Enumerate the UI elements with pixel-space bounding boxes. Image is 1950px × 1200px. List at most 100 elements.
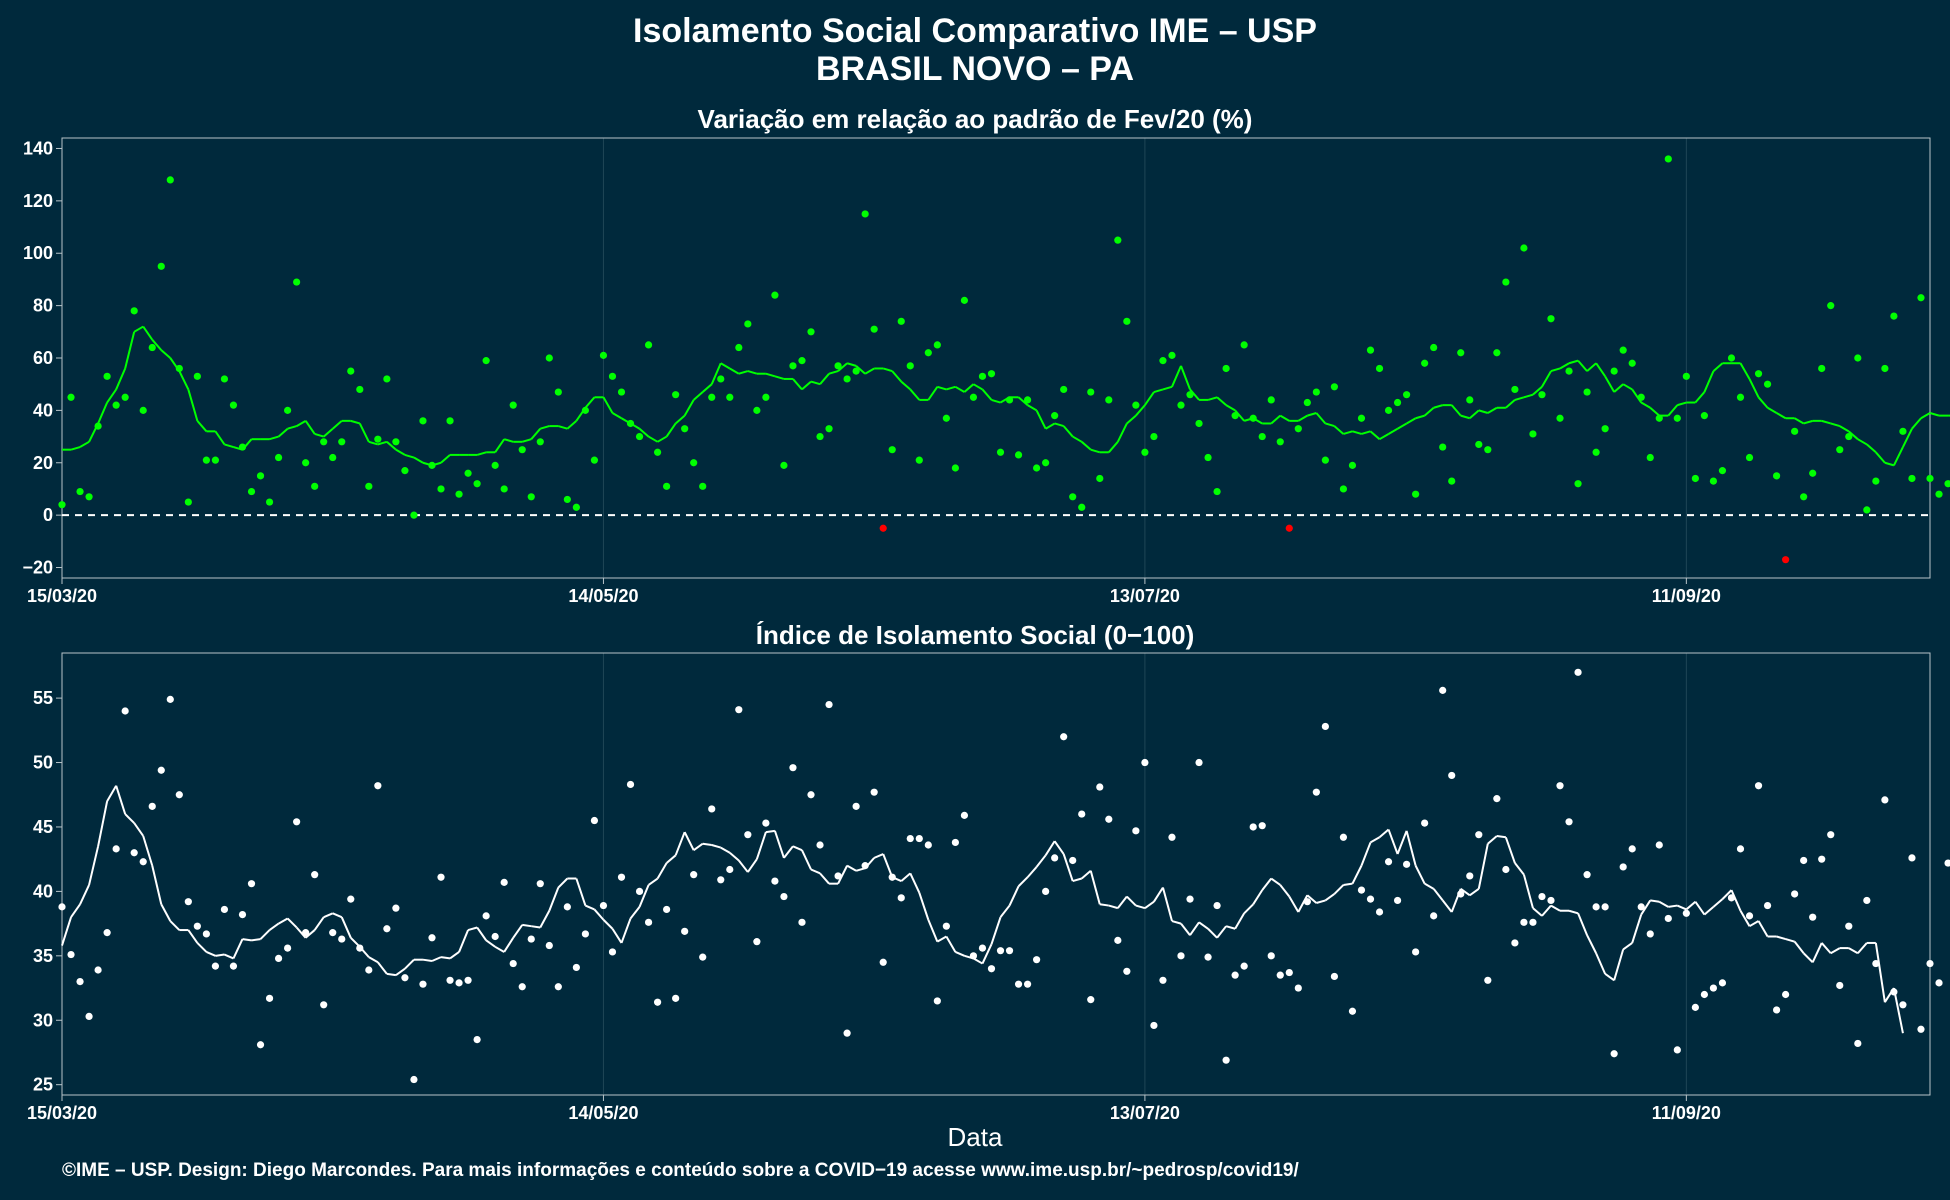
moving-average-segment xyxy=(1153,388,1164,394)
moving-average-segment xyxy=(530,428,542,440)
data-point xyxy=(1204,953,1212,961)
moving-average-segment xyxy=(1405,830,1417,866)
data-point xyxy=(1745,912,1754,920)
moving-average-segment xyxy=(1180,365,1191,390)
data-point xyxy=(329,929,337,937)
data-point xyxy=(1619,346,1627,354)
moving-average-segment xyxy=(187,929,199,944)
data-point xyxy=(1809,469,1817,477)
data-point xyxy=(1042,459,1050,467)
moving-average-segment xyxy=(828,370,839,375)
data-point xyxy=(1393,896,1402,905)
data-point xyxy=(933,997,941,1005)
moving-average-segment xyxy=(990,916,1002,945)
moving-average-segment xyxy=(295,926,307,939)
moving-average-segment xyxy=(1649,407,1660,417)
data-point xyxy=(428,461,436,469)
x-tick-label: 14/05/20 xyxy=(568,586,638,606)
moving-average-segment xyxy=(386,441,397,451)
moving-average-segment xyxy=(937,385,947,391)
moving-average-segment xyxy=(142,326,154,341)
data-point xyxy=(1736,393,1745,401)
data-point xyxy=(834,872,842,880)
data-point xyxy=(1375,908,1384,916)
moving-average-segment xyxy=(1703,906,1715,916)
moving-average-segment xyxy=(1929,412,1940,417)
data-point xyxy=(915,456,923,464)
data-point xyxy=(1854,354,1862,362)
moving-average-segment xyxy=(1469,409,1480,419)
data-point xyxy=(1881,796,1889,804)
moving-average-segment xyxy=(160,349,171,359)
data-point xyxy=(1312,788,1320,796)
data-point xyxy=(1177,401,1185,409)
data-point xyxy=(1646,930,1654,938)
data-point xyxy=(951,838,959,847)
data-point xyxy=(1782,556,1790,564)
moving-average-segment xyxy=(1044,840,1056,856)
moving-average-segment xyxy=(1162,385,1173,391)
data-point xyxy=(1890,988,1898,996)
data-point xyxy=(1276,438,1284,446)
data-point xyxy=(1484,446,1492,454)
moving-average-segment xyxy=(503,937,515,953)
moving-average-segment xyxy=(1352,430,1362,435)
moving-average-segment xyxy=(1369,430,1381,440)
data-point xyxy=(446,417,454,425)
data-point xyxy=(572,503,580,511)
moving-average-segment xyxy=(1712,898,1724,908)
data-point xyxy=(960,811,969,819)
moving-average-segment xyxy=(142,835,154,866)
data-point xyxy=(1123,317,1131,325)
moving-average-segment xyxy=(522,923,532,928)
moving-average-segment xyxy=(1613,949,1625,981)
data-point xyxy=(1141,758,1149,767)
data-point xyxy=(554,983,562,991)
data-point xyxy=(1384,406,1393,414)
data-point xyxy=(1023,396,1032,404)
moving-average-segment xyxy=(1532,386,1543,396)
data-point xyxy=(888,446,896,454)
moving-average-segment xyxy=(602,396,614,414)
data-point xyxy=(1727,894,1736,902)
moving-average-segment xyxy=(242,938,252,942)
data-point xyxy=(1150,432,1158,441)
data-point xyxy=(94,422,102,430)
data-point xyxy=(455,979,463,987)
data-point xyxy=(121,393,129,401)
data-point xyxy=(284,944,292,952)
data-point xyxy=(1412,948,1420,956)
moving-average-segment xyxy=(296,419,307,427)
data-point xyxy=(428,934,436,942)
moving-average-segment xyxy=(1189,921,1200,936)
moving-average-segment xyxy=(540,425,550,430)
moving-average-segment xyxy=(693,391,704,401)
moving-average-segment xyxy=(683,399,695,417)
moving-average-segment xyxy=(1550,367,1561,373)
data-point xyxy=(1736,845,1745,853)
data-point xyxy=(157,766,165,774)
data-point xyxy=(1718,979,1727,987)
data-point xyxy=(473,480,481,488)
data-point xyxy=(383,375,391,383)
data-point xyxy=(482,357,490,365)
data-point xyxy=(617,388,626,396)
data-point xyxy=(1547,896,1555,905)
moving-average-segment xyxy=(1568,359,1579,365)
data-point xyxy=(942,922,950,930)
moving-average-segment xyxy=(1243,903,1254,915)
moving-average-segment xyxy=(1857,438,1868,446)
moving-average-segment xyxy=(1478,409,1489,414)
data-point xyxy=(843,375,851,383)
moving-average-segment xyxy=(485,939,496,948)
data-point xyxy=(1673,1046,1681,1054)
moving-average-segment xyxy=(305,929,316,939)
moving-average-segment xyxy=(494,438,506,453)
moving-average-segment xyxy=(1387,829,1399,855)
data-point xyxy=(987,370,996,378)
data-point xyxy=(464,469,472,477)
moving-average-segment xyxy=(440,956,451,960)
data-point xyxy=(681,425,689,433)
data-point xyxy=(852,802,860,810)
moving-average-segment xyxy=(1748,378,1760,398)
